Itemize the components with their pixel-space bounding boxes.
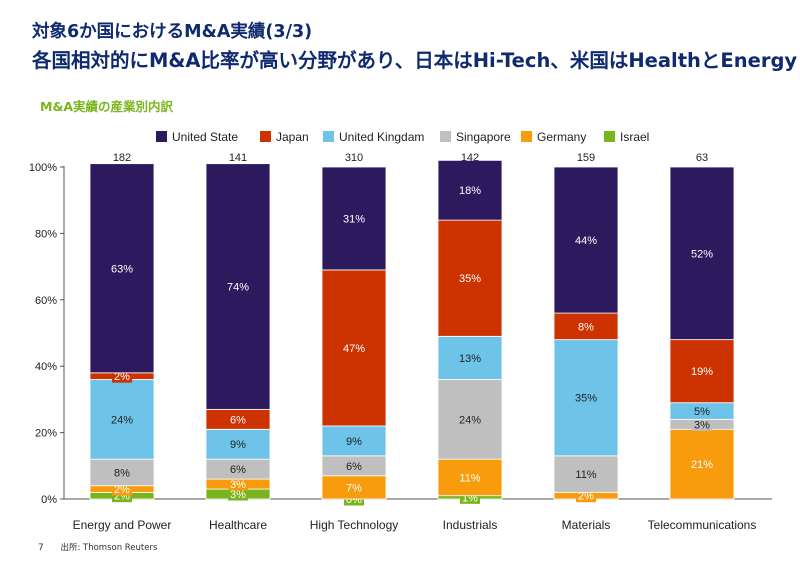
data-label: 31%	[343, 213, 365, 225]
data-label: 3%	[694, 419, 710, 431]
legend-swatch	[604, 131, 615, 142]
bar-segment	[89, 163, 155, 374]
x-category-label: Telecommunications	[648, 518, 757, 532]
bar-segment	[321, 425, 387, 457]
data-label: 2%	[578, 491, 594, 503]
data-label: 74%	[227, 282, 249, 294]
x-category-label: Materials	[562, 518, 611, 532]
legend-swatch	[323, 131, 334, 142]
bar-segment	[669, 428, 735, 500]
legend-label: United Kingdam	[339, 130, 424, 144]
bar-segment	[553, 455, 619, 493]
x-category-label: Industrials	[443, 518, 498, 532]
bar-total-label: 182	[113, 152, 131, 164]
legend-label: Germany	[537, 130, 586, 144]
bar-segment	[89, 379, 155, 460]
y-tick-label: 0%	[41, 494, 57, 506]
data-label: 63%	[111, 263, 133, 275]
bar-segment	[669, 166, 735, 341]
legend-swatch	[156, 131, 167, 142]
x-category-label: Healthcare	[209, 518, 267, 532]
bar-total-label: 159	[577, 152, 595, 164]
bar-segment	[437, 159, 503, 221]
y-tick-label: 20%	[35, 428, 57, 440]
data-label: 44%	[575, 235, 597, 247]
bar-segment	[89, 458, 155, 487]
bar-total-label: 310	[345, 152, 363, 164]
data-label: 8%	[114, 467, 130, 479]
data-label: 11%	[459, 472, 480, 484]
data-label: 35%	[575, 393, 597, 405]
data-label-bg	[228, 477, 248, 491]
chart-subtitle: M&A実績の産業別内訳	[40, 99, 174, 114]
bar-segment	[437, 458, 503, 497]
data-label: 2%	[114, 484, 130, 496]
y-tick-label: 80%	[35, 228, 57, 240]
data-label: 7%	[346, 482, 362, 494]
x-category-label: High Technology	[310, 518, 399, 532]
bar-segment	[669, 339, 735, 404]
legend-swatch	[260, 131, 271, 142]
data-label: 18%	[459, 185, 481, 197]
data-label: 6%	[230, 464, 246, 476]
bar-total-label: 141	[229, 152, 247, 164]
data-label: 52%	[691, 248, 713, 260]
bar-segment	[205, 163, 271, 410]
data-label: 24%	[459, 414, 481, 426]
bar-segment	[553, 312, 619, 341]
data-label: 3%	[230, 489, 246, 501]
legend-swatch	[521, 131, 532, 142]
data-label: 8%	[578, 321, 594, 333]
data-label: 9%	[346, 436, 362, 448]
legend-label: Israel	[620, 130, 649, 144]
bar-segment	[321, 269, 387, 427]
bar-segment	[321, 166, 387, 271]
bar-segment	[553, 166, 619, 314]
page-title: 対象6か国におけるM&A実績(3/3)	[32, 22, 313, 42]
data-label-bg	[692, 417, 712, 431]
x-category-label: Energy and Power	[73, 518, 172, 532]
page-subtitle-headline: 各国相対的にM&A比率が高い分野があり、日本はHi-Tech、米国はHealth…	[32, 49, 798, 72]
data-label: 5%	[694, 406, 710, 418]
data-label: 35%	[459, 273, 481, 285]
data-label: 6%	[346, 461, 362, 473]
data-label: 21%	[691, 459, 713, 471]
page-number: 7	[38, 543, 44, 553]
data-label: 19%	[691, 366, 713, 378]
bar-segment	[437, 335, 503, 380]
bar-segment	[437, 379, 503, 460]
data-label: 13%	[459, 353, 481, 365]
legend-swatch	[440, 131, 451, 142]
bar-total-label: 142	[461, 152, 479, 164]
footer: 7 出所: Thomson Reuters	[38, 541, 157, 553]
data-label: 9%	[230, 439, 246, 451]
data-label: 11%	[575, 469, 596, 481]
bar-segment	[553, 339, 619, 457]
data-label: 6%	[230, 414, 246, 426]
data-label: 2%	[114, 371, 130, 383]
data-label: 47%	[343, 343, 365, 355]
legend-label: United State	[172, 130, 238, 144]
y-tick-label: 60%	[35, 295, 57, 307]
legend-label: Singapore	[456, 130, 511, 144]
bar-total-label: 63	[696, 152, 708, 164]
source-note: 出所: Thomson Reuters	[60, 543, 158, 553]
data-label: 24%	[111, 414, 133, 426]
data-label-bg	[228, 487, 248, 501]
legend-label: Japan	[276, 130, 309, 144]
y-tick-label: 40%	[35, 361, 57, 373]
data-label: 3%	[230, 479, 246, 491]
bar-segment	[437, 219, 503, 337]
y-tick-label: 100%	[29, 162, 57, 174]
